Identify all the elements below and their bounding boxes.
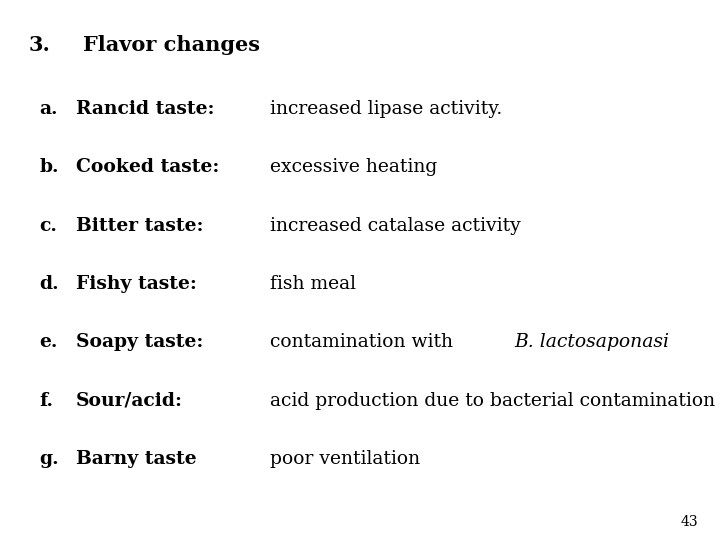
Text: increased lipase activity.: increased lipase activity. <box>270 100 503 118</box>
Text: c.: c. <box>40 217 58 234</box>
Text: d.: d. <box>40 275 59 293</box>
Text: g.: g. <box>40 450 59 468</box>
Text: acid production due to bacterial contamination: acid production due to bacterial contami… <box>270 392 715 409</box>
Text: B. lactosaponasi: B. lactosaponasi <box>514 333 669 351</box>
Text: increased catalase activity: increased catalase activity <box>270 217 521 234</box>
Text: f.: f. <box>40 392 53 409</box>
Text: Cooked taste:: Cooked taste: <box>76 158 219 176</box>
Text: e.: e. <box>40 333 58 351</box>
Text: Rancid taste:: Rancid taste: <box>76 100 214 118</box>
Text: a.: a. <box>40 100 58 118</box>
Text: fish meal: fish meal <box>270 275 356 293</box>
Text: Sour/acid:: Sour/acid: <box>76 392 183 409</box>
Text: b.: b. <box>40 158 59 176</box>
Text: Bitter taste:: Bitter taste: <box>76 217 203 234</box>
Text: 43: 43 <box>681 515 698 529</box>
Text: Fishy taste:: Fishy taste: <box>76 275 197 293</box>
Text: contamination with: contamination with <box>270 333 459 351</box>
Text: poor ventilation: poor ventilation <box>270 450 420 468</box>
Text: Soapy taste:: Soapy taste: <box>76 333 203 351</box>
Text: excessive heating: excessive heating <box>270 158 437 176</box>
Text: Barny taste: Barny taste <box>76 450 197 468</box>
Text: Flavor changes: Flavor changes <box>83 35 260 55</box>
Text: 3.: 3. <box>29 35 50 55</box>
